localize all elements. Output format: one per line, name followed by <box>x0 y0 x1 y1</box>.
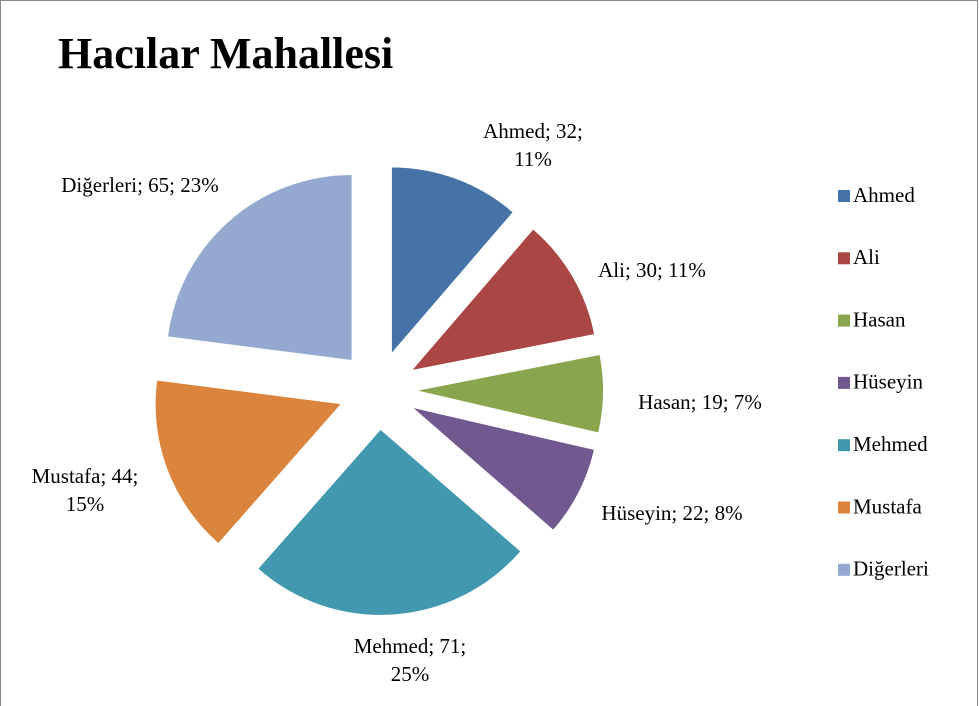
data-label: Hüseyin; 22; 8% <box>601 501 743 525</box>
pie-slice <box>413 408 594 530</box>
legend-label: Hüseyin <box>853 370 923 394</box>
legend-label: Mehmed <box>853 432 928 456</box>
data-label: Mustafa; 44; 15% <box>31 464 139 516</box>
data-label-box: Diğerleri; 65; 23% <box>61 173 219 197</box>
data-label: Hasan; 19; 7% <box>638 390 762 414</box>
legend-swatch <box>838 314 850 327</box>
data-label: Diğerleri; 65; 23% <box>61 173 219 197</box>
legend-swatch <box>838 439 850 452</box>
data-label-box: Ahmed; 32; 11% <box>483 119 583 171</box>
legend-swatch <box>838 376 850 389</box>
data-label-box: Ali; 30; 11% <box>598 258 706 282</box>
legend-swatch <box>838 252 850 265</box>
pie-slice <box>412 229 595 370</box>
legend-label: Mustafa <box>853 494 922 518</box>
legend-label: Ali <box>853 245 880 269</box>
data-label-box: Hüseyin; 22; 8% <box>601 501 743 525</box>
legend-label: Ahmed <box>853 183 915 207</box>
legend-swatch <box>838 501 850 514</box>
pie-slice <box>155 380 341 544</box>
data-label: Ahmed; 32; 11% <box>483 119 583 171</box>
data-label-box: Mehmed; 71; 25% <box>353 634 467 686</box>
pie-slice <box>258 429 521 615</box>
data-label: Ali; 30; 11% <box>598 258 706 282</box>
data-label-box: Mustafa; 44; 15% <box>31 464 139 516</box>
pie-slice <box>417 354 603 433</box>
legend-label: Hasan <box>853 307 906 331</box>
pie-slice <box>391 167 513 353</box>
legend-swatch <box>838 190 850 202</box>
legend-swatch <box>838 563 850 576</box>
data-label: Mehmed; 71; 25% <box>353 634 467 686</box>
chart-title: Hacılar Mahallesi <box>58 29 393 78</box>
pie-slice <box>168 174 352 360</box>
data-label-box: Hasan; 19; 7% <box>638 390 762 414</box>
legend-label: Diğerleri <box>853 557 929 581</box>
